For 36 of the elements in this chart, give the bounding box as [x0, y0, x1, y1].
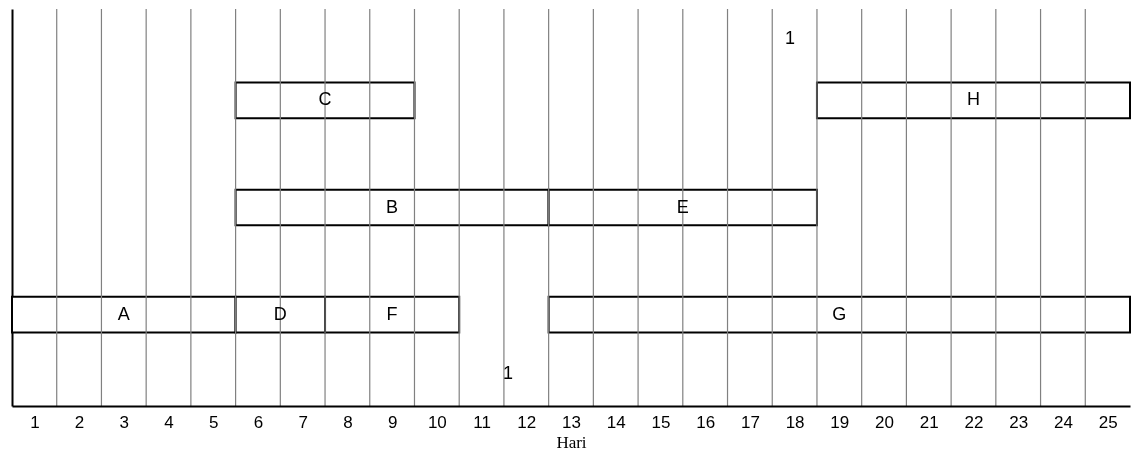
- x-tick-label: 7: [298, 412, 308, 432]
- x-tick-label: 21: [919, 412, 939, 432]
- annotation: 1: [502, 363, 514, 383]
- series-label: D: [273, 303, 287, 324]
- x-tick-label: 11: [473, 412, 491, 432]
- x-tick-label: 1: [30, 412, 40, 432]
- annotation: 1: [784, 28, 796, 48]
- series-label: C: [318, 89, 332, 110]
- series-label: H: [966, 89, 980, 110]
- x-tick-label: 6: [253, 412, 264, 432]
- series-label: A: [117, 303, 130, 324]
- x-tick-label: 13: [562, 412, 581, 432]
- x-tick-label: 3: [119, 412, 130, 432]
- series-label: B: [386, 196, 399, 217]
- x-tick-label: 9: [387, 412, 398, 432]
- x-tick-label: 14: [606, 412, 626, 432]
- x-tick-label: 18: [785, 412, 805, 432]
- x-tick-label: 20: [875, 412, 894, 432]
- x-tick-label: 24: [1053, 412, 1073, 432]
- x-tick-label: 5: [209, 412, 219, 432]
- x-tick-label: 19: [830, 412, 850, 432]
- series-label: F: [386, 303, 398, 324]
- x-tick-label: 12: [517, 412, 537, 432]
- x-tick-label: 10: [427, 412, 447, 432]
- x-tick-label: 16: [696, 412, 716, 432]
- x-tick-label: 17: [740, 412, 760, 432]
- x-tick-label: 4: [164, 412, 174, 432]
- x-axis-title: Hari: [556, 432, 587, 452]
- x-tick-label: 15: [651, 412, 671, 432]
- x-tick-label: 22: [964, 412, 984, 432]
- x-tick-label: 8: [343, 412, 353, 432]
- x-tick-label: 2: [74, 412, 85, 432]
- x-tick-label: 25: [1098, 412, 1118, 432]
- series-label: G: [832, 303, 847, 324]
- series-label: E: [676, 196, 689, 217]
- x-tick-label: 23: [1009, 412, 1029, 432]
